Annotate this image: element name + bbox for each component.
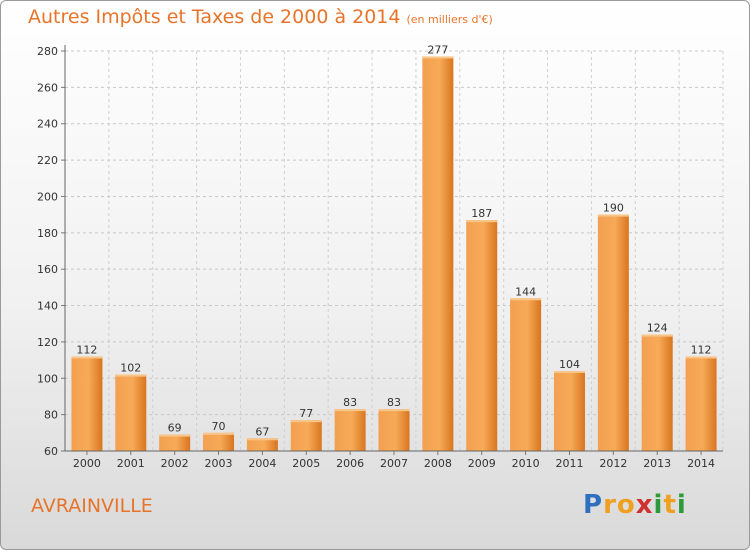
y-tick-label: 220 [37, 154, 58, 167]
bar [466, 220, 498, 451]
data-label: 70 [212, 420, 226, 433]
x-tick-label: 2014 [687, 457, 715, 470]
data-label: 83 [387, 396, 401, 409]
data-label: 104 [559, 358, 580, 371]
data-label: 69 [168, 422, 182, 435]
y-tick-label: 160 [37, 263, 58, 276]
x-tick-label: 2009 [468, 457, 496, 470]
proxiti-logo: Proxiti [583, 490, 687, 520]
y-tick-label: 140 [37, 300, 58, 313]
y-tick-label: 120 [37, 336, 58, 349]
bar [246, 438, 278, 451]
bar [597, 214, 629, 451]
bar [378, 409, 410, 451]
x-tick-label: 2007 [380, 457, 408, 470]
data-label: 187 [471, 207, 492, 220]
data-label: 144 [515, 285, 536, 298]
bar [159, 434, 191, 451]
data-label: 67 [255, 425, 269, 438]
bar [115, 374, 147, 451]
x-tick-label: 2005 [292, 457, 320, 470]
data-label: 102 [120, 362, 141, 375]
y-tick-label: 180 [37, 227, 58, 240]
x-tick-label: 2010 [512, 457, 540, 470]
bar [290, 420, 322, 451]
bar [203, 432, 235, 451]
logo-letter: x [635, 490, 654, 520]
logo-letter: i [676, 490, 687, 520]
bar [685, 356, 717, 451]
x-tick-label: 2004 [248, 457, 276, 470]
y-tick-label: 200 [37, 190, 58, 203]
x-tick-label: 2002 [161, 457, 189, 470]
bar [510, 298, 542, 451]
commune-name: AVRAINVILLE [31, 495, 153, 517]
logo-letter: o [616, 490, 636, 520]
title-unit: (en milliers d'€) [406, 13, 493, 26]
y-tick-label: 100 [37, 372, 58, 385]
bar [71, 356, 103, 451]
y-tick-label: 260 [37, 81, 58, 94]
x-tick-label: 2013 [643, 457, 671, 470]
y-tick-label: 60 [44, 445, 58, 458]
x-tick-label: 2001 [117, 457, 145, 470]
data-label: 112 [76, 343, 97, 356]
chart-title: Autres Impôts et Taxes de 2000 à 2014 (en… [28, 6, 493, 28]
bar [553, 371, 585, 451]
logo-letter: t [663, 490, 677, 520]
x-tick-label: 2008 [424, 457, 452, 470]
x-tick-label: 2011 [555, 457, 583, 470]
x-tick-label: 2012 [599, 457, 627, 470]
logo-letter: r [603, 490, 617, 520]
y-tick-label: 240 [37, 118, 58, 131]
data-label: 124 [647, 322, 668, 335]
data-label: 112 [691, 343, 712, 356]
bars: 112 102 69 70 67 77 83 83 277 187 144 104 190 124 112 [71, 43, 717, 452]
y-tick-label: 80 [44, 409, 58, 422]
data-label: 277 [427, 43, 448, 56]
bar [641, 334, 673, 451]
logo-letter: P [583, 490, 604, 520]
data-label: 77 [299, 407, 313, 420]
bar [334, 409, 366, 451]
title-main: Autres Impôts et Taxes de 2000 à 2014 [28, 6, 401, 28]
logo-letter: i [653, 490, 664, 520]
x-tick-label: 2000 [73, 457, 101, 470]
bar [422, 56, 454, 452]
x-tick-label: 2006 [336, 457, 364, 470]
data-label: 83 [343, 396, 357, 409]
axes: 60 80 100 120 140 160 180 200 220 240 260 280 2000 20… [37, 45, 723, 470]
x-tick-label: 2003 [205, 457, 233, 470]
data-label: 190 [603, 202, 624, 215]
y-tick-label: 280 [37, 45, 58, 58]
